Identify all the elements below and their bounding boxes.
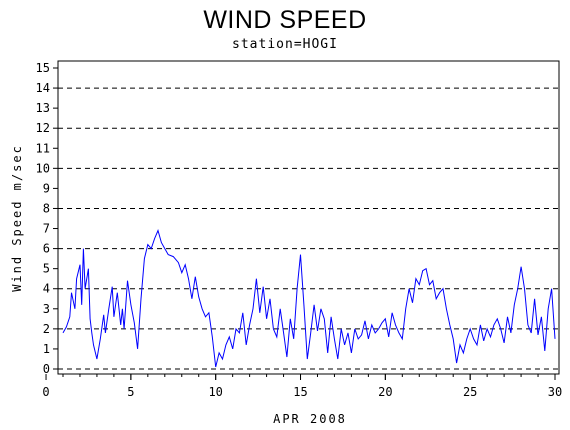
y-tick-label: 1 [43, 342, 50, 356]
plot-frame [57, 60, 560, 375]
x-axis-label: APR 2008 [273, 412, 347, 426]
y-tick-label: 6 [43, 242, 50, 256]
y-tick-label: 0 [43, 362, 50, 376]
y-tick-label: 13 [36, 101, 50, 115]
chart-subtitle: station=HOGI [232, 37, 338, 52]
y-tick-label: 11 [36, 141, 50, 155]
y-tick-label: 2 [43, 322, 50, 336]
x-tick-label: 25 [463, 385, 477, 399]
x-tick-label: 0 [42, 385, 49, 399]
y-axis-label: Wind Speed m/sec [10, 144, 24, 292]
y-tick-label: 14 [36, 81, 50, 95]
y-tick-label: 3 [43, 302, 50, 316]
x-tick-label: 5 [127, 385, 134, 399]
y-tick-label: 7 [43, 222, 50, 236]
y-tick-label: 5 [43, 262, 50, 276]
x-tick-label: 30 [548, 385, 562, 399]
y-tick-label: 8 [43, 201, 50, 215]
y-tick-label: 9 [43, 181, 50, 195]
y-tick-label: 15 [36, 61, 50, 75]
x-tick-label: 10 [208, 385, 222, 399]
x-tick-label: 15 [293, 385, 307, 399]
x-tick-label: 20 [378, 385, 392, 399]
wind-speed-series [62, 228, 556, 368]
y-tick-label: 10 [36, 161, 50, 175]
y-tick-label: 4 [43, 282, 50, 296]
y-tick-label: 12 [36, 121, 50, 135]
chart-title: WIND SPEED [203, 6, 367, 34]
